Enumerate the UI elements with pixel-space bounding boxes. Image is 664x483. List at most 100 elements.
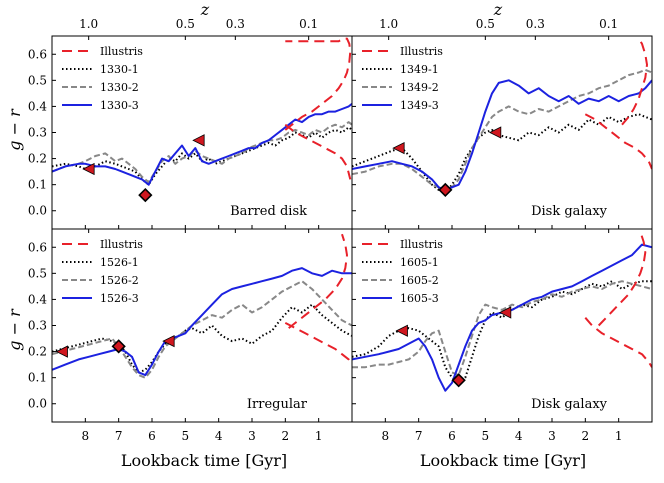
series-group xyxy=(352,38,652,194)
y-tick-label: 0.6 xyxy=(28,47,47,61)
x-tick-label: 3 xyxy=(548,429,556,443)
legend-label: 1526-3 xyxy=(100,292,139,305)
x-tick-label: 2 xyxy=(582,429,590,443)
triangle-marker xyxy=(392,142,405,155)
series-line-1349-2 xyxy=(352,68,652,191)
series-line-illustris xyxy=(284,37,352,131)
x-tick-label: 4 xyxy=(515,429,523,443)
legend-label: 1330-3 xyxy=(100,99,139,112)
top-tick-label: 0.1 xyxy=(299,17,318,31)
y-tick-label: 0.6 xyxy=(28,240,47,254)
triangle-marker xyxy=(162,335,175,348)
legend-label: 1330-2 xyxy=(100,81,139,94)
panel-annotation: Disk galaxy xyxy=(531,204,608,219)
series-line-1526-1 xyxy=(52,303,352,374)
triangle-marker xyxy=(82,162,95,176)
panel-2: 1.0 0.5 0.3 0.1 Illustris 1349-1 1349-2 1349-3 D… xyxy=(351,17,653,230)
panel-frame xyxy=(351,228,653,423)
x-tick-label: 7 xyxy=(415,429,423,443)
series-line-illustris xyxy=(597,231,647,327)
series-line-illustris-lower xyxy=(584,113,652,170)
series-line-1349-1 xyxy=(352,113,652,194)
top-tick-label: 1.0 xyxy=(79,17,98,31)
series-line-1330-2 xyxy=(52,121,352,184)
y-tick-label: 0.1 xyxy=(28,178,47,192)
triangle-marker xyxy=(55,345,68,358)
series-line-1605-1 xyxy=(352,280,652,384)
top-tick-label: 0.5 xyxy=(176,17,195,31)
y-tick-label: 0.5 xyxy=(28,73,47,87)
panel-annotation: Disk galaxy xyxy=(531,397,608,412)
legend-label: 1605-1 xyxy=(400,256,439,269)
series-group xyxy=(52,233,352,379)
legend-label: 1526-1 xyxy=(100,256,139,269)
legend-label: 1349-1 xyxy=(400,63,439,76)
panel-3: 8 7 6 5 4 3 2 1 0.0 0.1 0.2 0.3 0.4 0.5 0.6 Illustris 15… xyxy=(28,228,353,443)
panel-1: 1.0 0.5 0.3 0.1 0.0 0.1 0.2 0.3 0.4 0.5 0.6 Illustr… xyxy=(28,17,353,230)
panel-frame xyxy=(51,35,353,230)
y-tick-label: 0.4 xyxy=(28,292,47,306)
series-group xyxy=(352,231,652,392)
top-tick-label: 0.3 xyxy=(526,17,545,31)
legend-label: 1605-2 xyxy=(400,274,439,287)
y-tick-label: 0.0 xyxy=(28,397,47,411)
legend-label: 1526-2 xyxy=(100,274,139,287)
legend-label: 1330-1 xyxy=(100,63,139,76)
x-tick-label: 5 xyxy=(482,429,490,443)
series-line-illustris-lower xyxy=(284,322,352,366)
x-tick-label: 4 xyxy=(215,429,223,443)
y-tick-label: 0.5 xyxy=(28,266,47,280)
x-tick-label: 5 xyxy=(182,429,190,443)
x-tick-label: 8 xyxy=(82,429,90,443)
x-tick-label: 8 xyxy=(382,429,390,443)
x-tick-label: 7 xyxy=(115,429,123,443)
x-tick-label: 1 xyxy=(615,429,623,443)
top-axis-label-right: z xyxy=(493,0,503,19)
y-tick-label: 0.1 xyxy=(28,371,47,385)
x-tick-label: 1 xyxy=(315,429,323,443)
panel-4: 8 7 6 5 4 3 2 1 Illustris 1605-1 1605-2 1605-3 Disk … xyxy=(351,228,653,443)
panel-frame xyxy=(351,35,653,230)
top-tick-label: 1.0 xyxy=(379,17,398,31)
panel-frame xyxy=(51,228,353,423)
legend-label: Illustris xyxy=(100,238,143,251)
triangle-marker xyxy=(488,126,502,139)
diamond-marker xyxy=(138,187,153,203)
panels: 1.0 0.5 0.3 0.1 0.0 0.1 0.2 0.3 0.4 0.5 0.6 Illustr… xyxy=(28,17,653,443)
series-line-illustris-lower xyxy=(284,123,352,180)
series-line-1605-3 xyxy=(352,243,652,392)
x-tick-label: 6 xyxy=(448,429,456,443)
legend-label: 1605-3 xyxy=(400,292,439,305)
legend-label: 1349-3 xyxy=(400,99,439,112)
top-axis-label: z xyxy=(200,0,210,19)
triangle-marker xyxy=(192,134,205,147)
series-line-illustris-lower xyxy=(584,317,652,368)
legend-label: Illustris xyxy=(400,45,443,58)
series-line-1349-3 xyxy=(352,79,652,191)
x-axis-title-left: Lookback time [Gyr] xyxy=(121,451,287,470)
top-tick-label: 0.1 xyxy=(599,17,618,31)
triangle-marker xyxy=(395,324,408,337)
x-tick-label: 2 xyxy=(282,429,290,443)
y-tick-label: 0.3 xyxy=(28,126,47,140)
legend-label: Illustris xyxy=(400,238,443,251)
y-axis-title-bottom: g − r xyxy=(5,308,24,351)
y-tick-label: 0.4 xyxy=(28,99,47,113)
series-group xyxy=(52,37,352,186)
panel-annotation: Irregular xyxy=(247,397,308,412)
series-line-1605-2 xyxy=(352,280,652,377)
y-tick-label: 0.3 xyxy=(28,319,47,333)
y-axis-title-top: g − r xyxy=(5,108,24,151)
series-line-illustris xyxy=(288,233,348,329)
diamond-marker xyxy=(438,182,453,198)
legend-label: Illustris xyxy=(100,45,143,58)
triangle-marker xyxy=(498,306,512,319)
top-tick-label: 0.5 xyxy=(476,17,495,31)
panel-annotation: Barred disk xyxy=(230,204,307,219)
top-tick-label: 0.3 xyxy=(226,17,245,31)
series-line-1526-2 xyxy=(52,280,352,379)
x-tick-label: 6 xyxy=(148,429,156,443)
y-tick-label: 0.2 xyxy=(28,345,47,359)
y-tick-label: 0.0 xyxy=(28,204,47,218)
